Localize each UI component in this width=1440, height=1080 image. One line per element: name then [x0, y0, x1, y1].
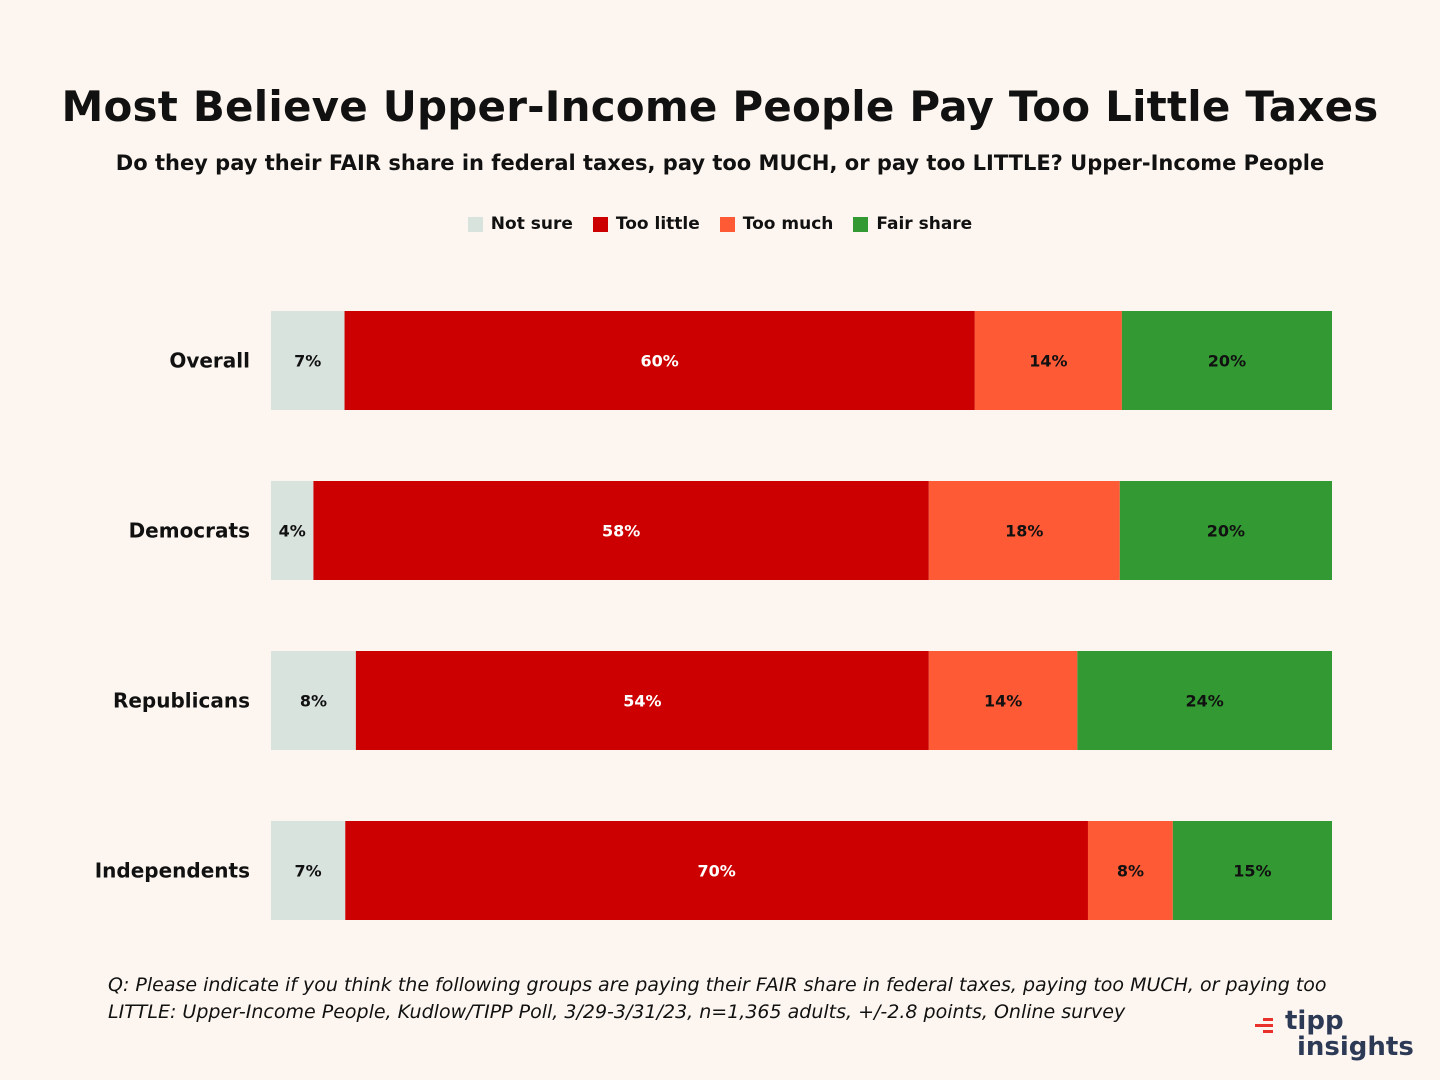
- data-label-republicans-too-much: 14%: [984, 692, 1022, 711]
- legend-swatch-too-much: [719, 216, 735, 232]
- legend-item-too-much: Too much: [719, 214, 834, 234]
- logo-speed-lines-icon: [1255, 1018, 1273, 1036]
- chart-title: Most Believe Upper-Income People Pay Too…: [61, 82, 1379, 131]
- bar-democrats-not-sure: [271, 481, 314, 580]
- bar-democrats-too-much: [928, 481, 1120, 580]
- chart-subtitle: Do they pay their FAIR share in federal …: [115, 151, 1325, 175]
- category-label-independents: Independents: [95, 859, 250, 883]
- legend-swatch-fair-share: [853, 216, 869, 232]
- legend-item-too-little: Too little: [592, 214, 700, 234]
- category-label-overall: Overall: [169, 349, 250, 373]
- legend-item-fair-share: Fair share: [853, 214, 972, 234]
- bar-republicans-too-much: [928, 651, 1078, 750]
- legend-label-too-little: Too little: [615, 214, 700, 234]
- data-label-republicans-too-little: 54%: [623, 692, 661, 711]
- legend-swatch-too-little: [592, 216, 608, 232]
- data-label-democrats-too-much: 18%: [1005, 522, 1043, 541]
- legend-label-too-much: Too much: [742, 214, 834, 234]
- bar-independents-too-little: [345, 821, 1088, 920]
- data-label-independents-fair-share: 15%: [1233, 862, 1271, 881]
- legend-label-not-sure: Not sure: [490, 214, 573, 234]
- legend-item-not-sure: Not sure: [467, 214, 573, 234]
- bar-overall-fair-share: [1121, 311, 1332, 410]
- bar-independents-not-sure: [271, 821, 346, 920]
- data-label-independents-not-sure: 7%: [295, 862, 322, 881]
- legend-label-fair-share: Fair share: [876, 214, 973, 234]
- bar-independents-fair-share: [1172, 821, 1332, 920]
- data-label-independents-too-little: 70%: [697, 862, 735, 881]
- bar-republicans-too-little: [355, 651, 929, 750]
- legend-swatch-not-sure: [467, 216, 483, 232]
- bar-overall-too-little: [344, 311, 975, 410]
- legend: Not sure Too little Too much Fair share: [0, 214, 1440, 234]
- data-label-democrats-too-little: 58%: [602, 522, 640, 541]
- data-label-democrats-fair-share: 20%: [1207, 522, 1245, 541]
- footnote: Q: Please indicate if you think the foll…: [108, 974, 1327, 1023]
- bar-overall-not-sure: [271, 311, 345, 410]
- logo-text-tipp: tipp: [1285, 1006, 1344, 1036]
- data-label-republicans-not-sure: 8%: [300, 692, 327, 711]
- category-label-republicans: Republicans: [113, 689, 250, 713]
- bar-republicans-not-sure: [271, 651, 356, 750]
- bar-independents-too-much: [1087, 821, 1173, 920]
- category-label-democrats: Democrats: [129, 519, 250, 543]
- data-label-overall-fair-share: 20%: [1208, 352, 1246, 371]
- data-label-independents-too-much: 8%: [1117, 862, 1144, 881]
- bar-democrats-too-little: [313, 481, 929, 580]
- data-label-democrats-not-sure: 4%: [279, 522, 306, 541]
- data-label-overall-too-much: 14%: [1029, 352, 1067, 371]
- bar-democrats-fair-share: [1119, 481, 1332, 580]
- bar-republicans-fair-share: [1077, 651, 1332, 750]
- data-label-overall-too-little: 60%: [641, 352, 679, 371]
- bar-overall-too-much: [974, 311, 1122, 410]
- logo-text-insights: insights: [1297, 1032, 1414, 1062]
- tipp-insights-logo: tipp insights: [1255, 1006, 1415, 1068]
- data-label-overall-not-sure: 7%: [294, 352, 321, 371]
- data-label-republicans-fair-share: 24%: [1186, 692, 1224, 711]
